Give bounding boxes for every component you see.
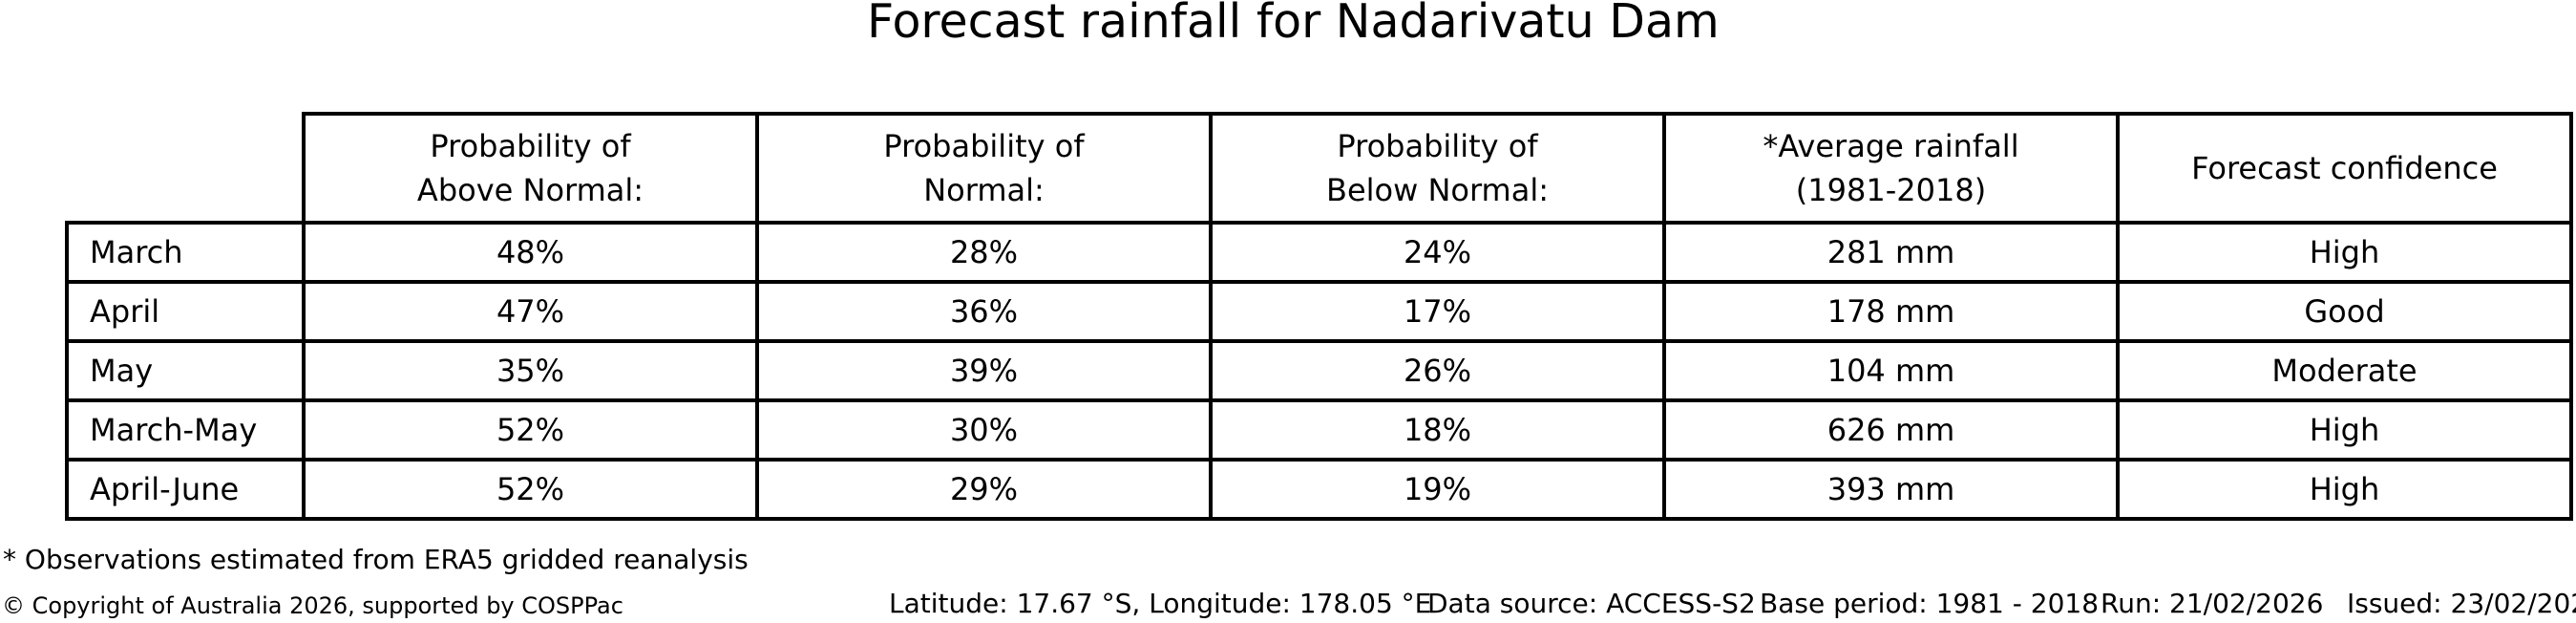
table-row: March 48% 28% 24% 281 mm High bbox=[65, 221, 2573, 284]
cell-average-rainfall: 104 mm bbox=[1662, 339, 2120, 402]
copyright-text: © Copyright of Australia 2026, supported… bbox=[2, 592, 623, 619]
column-header-above-normal: Probability of Above Normal: bbox=[302, 112, 759, 225]
cell-normal: 39% bbox=[755, 339, 1213, 402]
column-header-below-normal: Probability of Below Normal: bbox=[1209, 112, 1666, 225]
observations-footnote: * Observations estimated from ERA5 gridd… bbox=[3, 544, 749, 575]
cell-below-normal: 24% bbox=[1209, 221, 1666, 284]
column-header-forecast-confidence: Forecast confidence bbox=[2116, 112, 2573, 225]
run-date-text: Run: 21/02/2026 bbox=[2101, 588, 2324, 619]
cell-below-normal: 17% bbox=[1209, 280, 1666, 343]
cell-normal: 28% bbox=[755, 221, 1213, 284]
cell-forecast-confidence: Good bbox=[2116, 280, 2573, 343]
column-header-normal: Probability of Normal: bbox=[755, 112, 1213, 225]
cell-above-normal: 48% bbox=[302, 221, 759, 284]
cell-forecast-confidence: High bbox=[2116, 221, 2573, 284]
cell-forecast-confidence: High bbox=[2116, 398, 2573, 462]
cell-normal: 36% bbox=[755, 280, 1213, 343]
row-label: April-June bbox=[65, 458, 306, 521]
cell-above-normal: 35% bbox=[302, 339, 759, 402]
cell-forecast-confidence: High bbox=[2116, 458, 2573, 521]
cell-above-normal: 47% bbox=[302, 280, 759, 343]
corner-cell bbox=[67, 114, 304, 223]
cell-below-normal: 19% bbox=[1209, 458, 1666, 521]
cell-average-rainfall: 626 mm bbox=[1662, 398, 2120, 462]
location-text: Latitude: 17.67 °S, Longitude: 178.05 °E bbox=[889, 588, 1432, 619]
header-row: Probability of Above Normal: Probability… bbox=[67, 112, 2573, 225]
table-row: March-May 52% 30% 18% 626 mm High bbox=[65, 398, 2573, 462]
cell-normal: 29% bbox=[755, 458, 1213, 521]
row-label: March bbox=[65, 221, 306, 284]
row-label: April bbox=[65, 280, 306, 343]
data-source-text: Data source: ACCESS-S2 bbox=[1427, 588, 1756, 619]
table-row: April 47% 36% 17% 178 mm Good bbox=[65, 280, 2573, 343]
cell-below-normal: 18% bbox=[1209, 398, 1666, 462]
cell-above-normal: 52% bbox=[302, 398, 759, 462]
page-title: Forecast rainfall for Nadarivatu Dam bbox=[867, 0, 1720, 49]
issued-date-text: Issued: 23/02/2026 bbox=[2347, 588, 2576, 619]
column-header-average-rainfall: *Average rainfall (1981-2018) bbox=[1662, 112, 2120, 225]
row-label: May bbox=[65, 339, 306, 402]
cell-below-normal: 26% bbox=[1209, 339, 1666, 402]
row-label: March-May bbox=[65, 398, 306, 462]
cell-forecast-confidence: Moderate bbox=[2116, 339, 2573, 402]
table-row: May 35% 39% 26% 104 mm Moderate bbox=[65, 339, 2573, 402]
table-row: April-June 52% 29% 19% 393 mm High bbox=[65, 458, 2573, 521]
forecast-table: Probability of Above Normal: Probability… bbox=[65, 112, 2573, 521]
cell-normal: 30% bbox=[755, 398, 1213, 462]
cell-above-normal: 52% bbox=[302, 458, 759, 521]
base-period-text: Base period: 1981 - 2018 bbox=[1760, 588, 2100, 619]
cell-average-rainfall: 393 mm bbox=[1662, 458, 2120, 521]
cell-average-rainfall: 178 mm bbox=[1662, 280, 2120, 343]
cell-average-rainfall: 281 mm bbox=[1662, 221, 2120, 284]
